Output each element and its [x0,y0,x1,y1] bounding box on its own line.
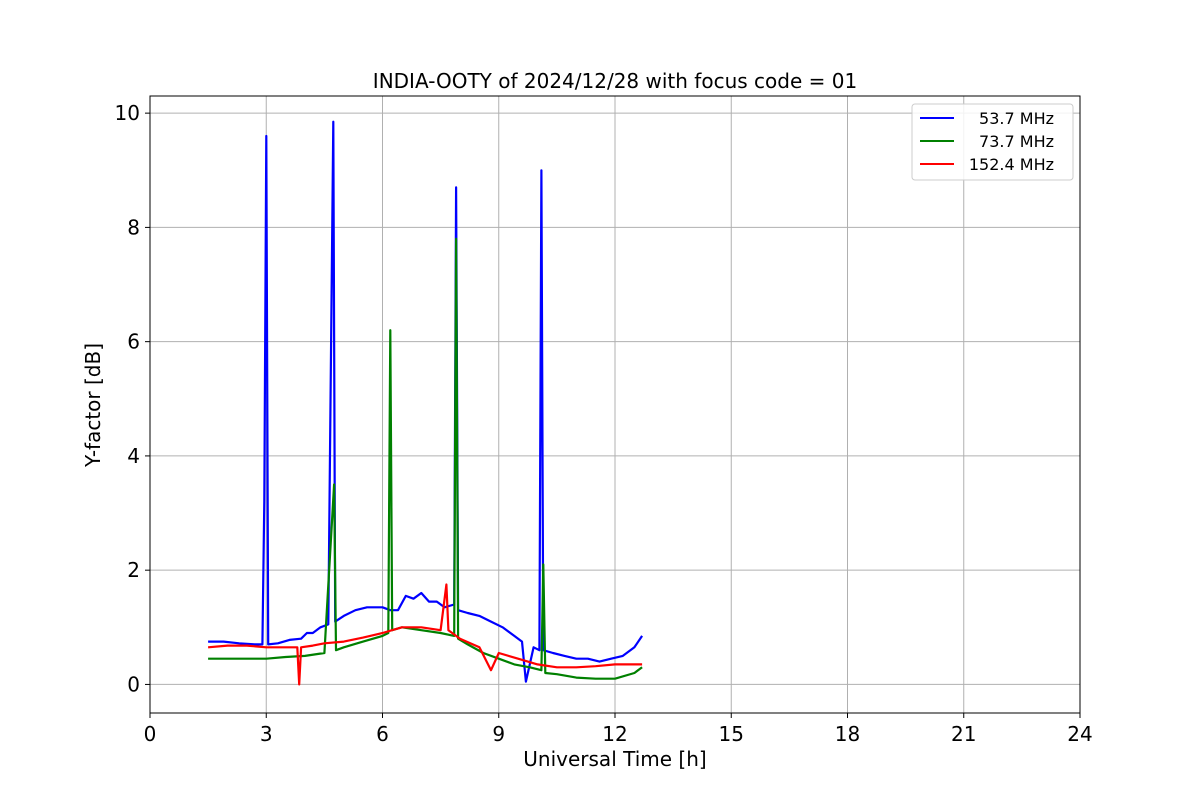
x-tick-label: 12 [602,722,627,746]
y-axis-ticks: 0 2 4 6 8 10 [115,101,150,696]
legend-label: 73.7 MHz [979,132,1054,151]
legend-box [911,103,1074,181]
y-tick-label: 4 [127,444,140,468]
x-tick-label: 24 [1067,722,1092,746]
x-axis-label: Universal Time [h] [523,747,706,771]
y-tick-label: 10 [115,101,140,125]
x-tick-label: 18 [835,722,860,746]
y-tick-label: 2 [127,558,140,582]
y-tick-label: 0 [127,672,140,696]
x-axis-ticks: 0 3 6 9 12 15 18 21 24 [144,713,1093,746]
series-line-0 [208,120,644,683]
chart-title: INDIA-OOTY of 2024/12/28 with focus code… [373,69,857,93]
y-tick-label: 8 [127,215,140,239]
x-tick-label: 9 [492,722,505,746]
y-tick-label: 6 [127,330,140,354]
legend-label: 53.7 MHz [979,109,1054,128]
series-line-2 [208,583,643,686]
y-axis-label: Y-factor [dB] [81,343,105,468]
x-tick-label: 0 [144,722,157,746]
x-tick-label: 6 [376,722,389,746]
series-layer [208,120,644,686]
x-tick-label: 15 [719,722,744,746]
series-line-1 [208,237,643,680]
x-tick-label: 21 [951,722,976,746]
x-tick-label: 3 [260,722,273,746]
legend-label: 152.4 MHz [969,155,1054,174]
legend: 53.7 MHz 73.7 MHz 152.4 MHz [911,103,1074,181]
